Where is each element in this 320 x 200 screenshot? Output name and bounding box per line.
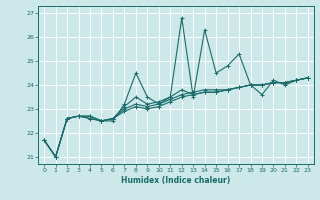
X-axis label: Humidex (Indice chaleur): Humidex (Indice chaleur) [121, 176, 231, 185]
